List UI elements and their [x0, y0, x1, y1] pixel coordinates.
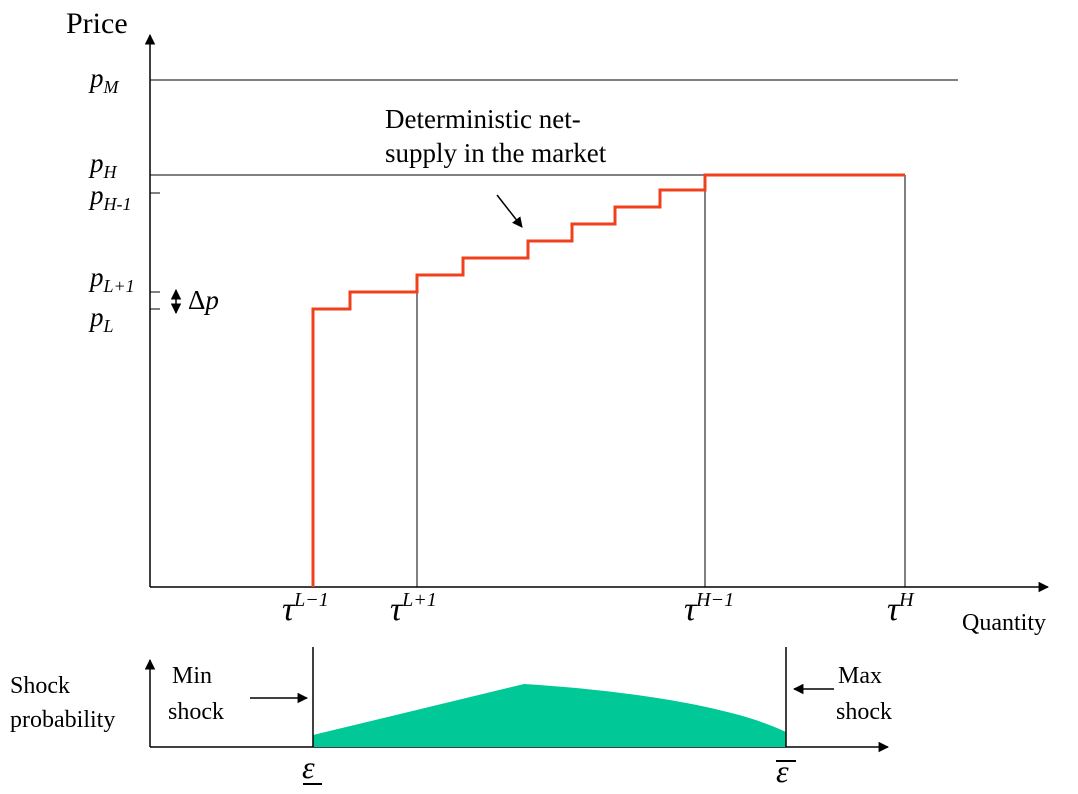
tau-h-label: τH: [887, 589, 915, 628]
tau-h-minus-1-label: τH−1: [684, 589, 734, 628]
max-epsilon-label: ε: [776, 753, 789, 789]
min-shock-label-line-1: Min: [172, 663, 212, 689]
tau-l-plus-1-label: τL+1: [390, 589, 437, 628]
annotation-line-2: supply in the market: [385, 138, 607, 168]
max-shock-label-line-1: Max: [838, 663, 882, 689]
ph1-label: pH-1: [88, 180, 132, 214]
tau-l-minus-1-label: τL−1: [282, 589, 329, 628]
shock-y-label-line-1: Shock: [10, 673, 70, 699]
annotation-line-1: Deterministic net-: [385, 104, 581, 134]
price-axis-label: Price: [66, 7, 128, 40]
shock-distribution-area: [313, 684, 786, 747]
pl1-label: pL+1: [88, 262, 135, 296]
quantity-axis-label: Quantity: [962, 610, 1046, 636]
min-shock-label-line-2: shock: [168, 699, 224, 725]
ph-label: pH: [88, 148, 118, 182]
annotation-arrow: [496, 194, 523, 228]
min-epsilon-label: ε: [302, 749, 315, 785]
max-shock-label-line-2: shock: [836, 699, 892, 725]
shock-y-label-line-2: probability: [10, 707, 115, 733]
pm-label: pM: [88, 63, 120, 97]
pl-label: pL: [88, 302, 114, 336]
delta-p-label: Δp: [188, 285, 219, 315]
net-supply-curve: [311, 173, 905, 587]
